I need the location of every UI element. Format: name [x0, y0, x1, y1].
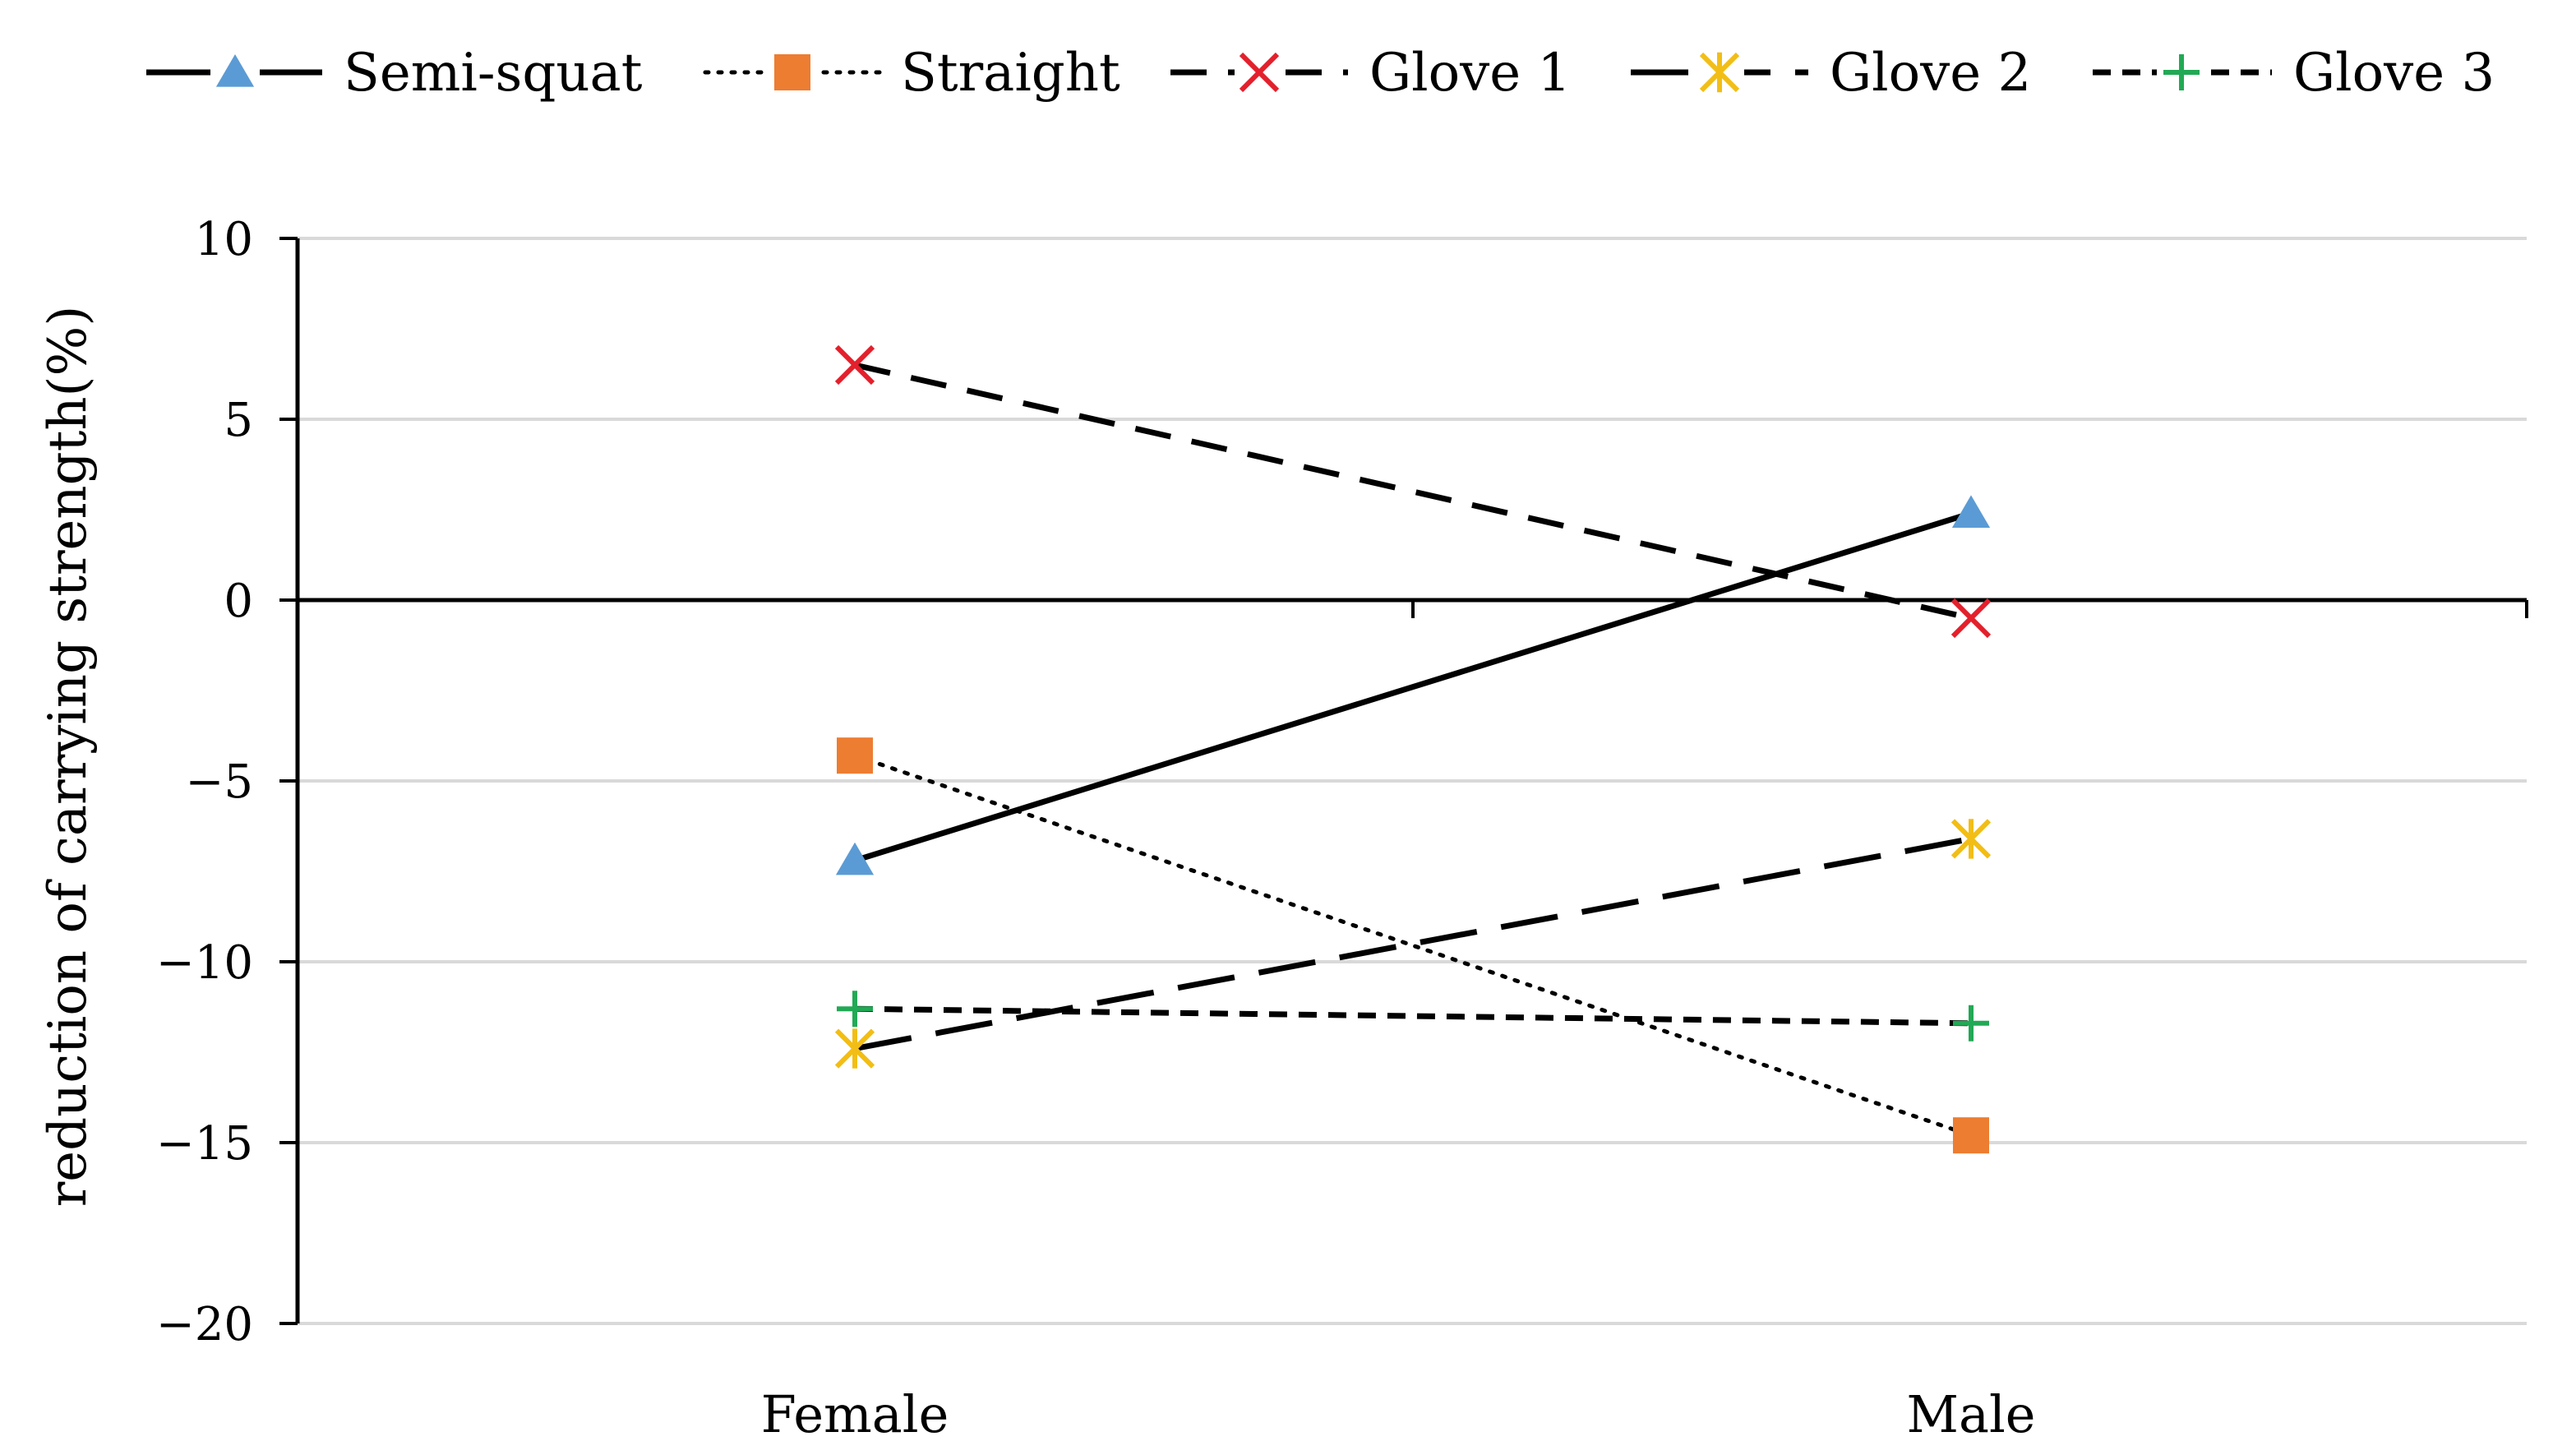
legend-marker-semi-squat	[215, 54, 255, 87]
legend-marker-glove-3	[2163, 54, 2200, 90]
data-point-straight-male	[1953, 1117, 1989, 1154]
y-tick-label: 5	[224, 394, 253, 447]
series-line-straight	[852, 753, 1974, 1138]
y-tick-label: −15	[156, 1117, 253, 1171]
series-line-glove-3	[854, 1005, 1972, 1027]
legend-item-semi-squat: Semi-squat	[146, 43, 643, 104]
gridlines	[298, 237, 2527, 1325]
x-category-label: Female	[761, 1384, 949, 1444]
y-tick-label: −20	[156, 1298, 253, 1351]
x-category-label: Male	[1907, 1384, 2036, 1444]
data-point-glove-1-female	[834, 344, 875, 386]
legend: Semi-squat Straight Glove 1 Glove 2 Glove 3	[146, 43, 2495, 104]
y-tick-label: 10	[195, 213, 253, 266]
data-point-glove-2-male	[1950, 819, 1992, 859]
data-point-glove-2-female	[834, 1028, 875, 1069]
y-ticks: 10 5 0 −5 −10 −15 −20	[156, 213, 298, 1351]
data-point-semi-squat-male	[1951, 495, 1991, 528]
legend-item-glove-3: Glove 3	[2093, 43, 2495, 104]
y-tick-label: 0	[224, 575, 253, 628]
y-axis-title: reduction of carrying strength(%)	[38, 306, 99, 1208]
data-point-semi-squat-female	[835, 842, 875, 875]
series-markers	[834, 344, 1992, 1154]
data-point-straight-female	[837, 737, 873, 774]
legend-label-glove-3: Glove 3	[2293, 43, 2495, 104]
legend-label-glove-1: Glove 1	[1369, 43, 1571, 104]
data-point-glove-3-female	[837, 991, 873, 1028]
legend-item-straight: Straight	[703, 43, 1120, 104]
series-line-glove-1	[854, 362, 1972, 621]
data-point-glove-1-male	[1950, 598, 1992, 639]
legend-marker-straight	[774, 54, 810, 90]
legend-label-semi-squat: Semi-squat	[344, 43, 643, 104]
legend-label-straight: Straight	[901, 43, 1120, 104]
y-tick-label: −10	[156, 936, 253, 990]
y-tick-label: −5	[185, 755, 253, 809]
legend-item-glove-2: Glove 2	[1631, 43, 2031, 104]
legend-marker-glove-1	[1239, 52, 1280, 93]
legend-label-glove-2: Glove 2	[1830, 43, 2031, 104]
data-point-glove-3-male	[1953, 1005, 1989, 1042]
legend-item-glove-1: Glove 1	[1170, 43, 1571, 104]
series-lines	[852, 362, 1974, 1138]
x-category-labels: Female Male	[761, 1384, 2036, 1444]
series-line-glove-2	[854, 835, 1972, 1052]
legend-marker-glove-2	[1699, 52, 1740, 93]
series-line-semi-squat	[853, 510, 1973, 864]
